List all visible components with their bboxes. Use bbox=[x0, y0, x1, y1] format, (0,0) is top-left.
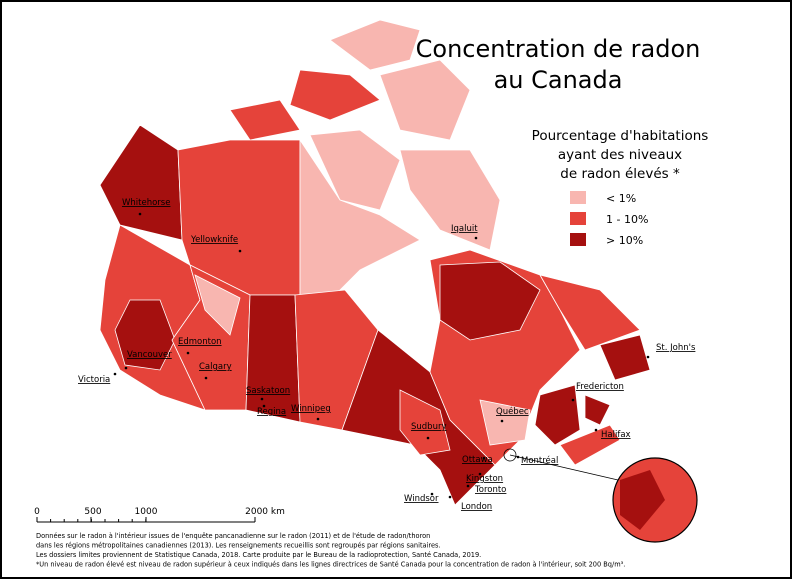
city-label: Fredericton bbox=[576, 382, 624, 392]
city-label: Windsor bbox=[404, 494, 439, 504]
city-label: Regina bbox=[257, 407, 286, 417]
island bbox=[379, 59, 471, 141]
city-label: Kingston bbox=[466, 474, 503, 484]
island bbox=[309, 129, 401, 211]
baffin bbox=[399, 149, 501, 251]
new-brunswick bbox=[534, 384, 581, 446]
legend: Pourcentage d'habitations ayant des nivea… bbox=[532, 128, 709, 247]
pei bbox=[584, 394, 611, 426]
ontario-mid bbox=[399, 389, 451, 456]
city-dot bbox=[426, 436, 430, 440]
alberta-low bbox=[194, 274, 241, 336]
city-dot bbox=[466, 484, 470, 488]
note: Les dossiers limites proviennent de Stat… bbox=[36, 551, 481, 559]
city-dot bbox=[262, 404, 266, 408]
city-dot bbox=[238, 249, 242, 253]
legend-label: < 1% bbox=[606, 192, 636, 205]
city-dot bbox=[316, 417, 320, 421]
city-label: Yellowknife bbox=[190, 235, 238, 245]
city-dot bbox=[500, 419, 504, 423]
city-label: Calgary bbox=[199, 362, 232, 372]
scale-bar: 0 500 1000 2000 km bbox=[34, 507, 285, 523]
city-label: St. John's bbox=[656, 343, 696, 353]
city-dot bbox=[260, 397, 264, 401]
city-dot bbox=[571, 398, 575, 402]
city-label: Winnipeg bbox=[291, 404, 331, 414]
city-label: Saskatoon bbox=[246, 386, 290, 396]
legend-swatch bbox=[570, 233, 586, 246]
scale-label: 500 bbox=[84, 507, 101, 517]
city-label: Sudbury bbox=[411, 422, 447, 432]
city-label: Toronto bbox=[474, 485, 506, 495]
city-label: Montréal bbox=[521, 455, 558, 466]
city-dot bbox=[204, 376, 208, 380]
city-label: Whitehorse bbox=[122, 198, 170, 208]
scale-label: 2000 km bbox=[245, 507, 285, 517]
city-dot bbox=[124, 366, 128, 370]
note: *Un niveau de radon élevé est niveau de … bbox=[36, 561, 625, 569]
city-dot bbox=[448, 495, 452, 499]
inset-high bbox=[620, 470, 665, 530]
city-dot bbox=[474, 236, 478, 240]
legend-title: de radon élevés * bbox=[560, 166, 680, 182]
city-label: Québec bbox=[496, 406, 529, 417]
inset-marker bbox=[503, 448, 517, 462]
city-label: Edmonton bbox=[178, 337, 222, 347]
city-dot bbox=[516, 455, 520, 459]
city-dot bbox=[113, 372, 117, 376]
island bbox=[229, 99, 301, 141]
city-label: London bbox=[461, 502, 492, 512]
inset-leader bbox=[509, 454, 619, 481]
nova-scotia bbox=[559, 424, 621, 466]
city-label: Ottawa bbox=[462, 455, 493, 465]
scale-label: 0 bbox=[34, 507, 40, 517]
city-dot bbox=[482, 456, 486, 460]
legend-swatch bbox=[570, 212, 586, 225]
city-dot bbox=[478, 472, 482, 476]
quebec-low bbox=[479, 399, 531, 446]
title: au Canada bbox=[494, 66, 623, 94]
legend-title: Pourcentage d'habitations bbox=[532, 128, 709, 144]
city-labels: Whitehorse Yellowknife Iqaluit Edmonton Calg… bbox=[78, 198, 696, 512]
note: Données sur le radon à l'intérieur issue… bbox=[36, 532, 430, 540]
island bbox=[289, 69, 381, 121]
legend-swatch bbox=[570, 191, 586, 204]
legend-title: ayant des niveaux bbox=[558, 147, 682, 163]
legend-label: > 10% bbox=[606, 234, 643, 247]
city-dot bbox=[430, 492, 434, 496]
note: dans les régions métropolitaines canadie… bbox=[36, 542, 441, 550]
notes: Données sur le radon à l'intérieur issue… bbox=[36, 532, 625, 569]
city-label: Halifax bbox=[601, 430, 631, 440]
city-dot bbox=[186, 351, 190, 355]
bc-high bbox=[114, 299, 176, 371]
island bbox=[329, 19, 421, 71]
city-label: Iqaluit bbox=[451, 224, 478, 234]
city-label: Vancouver bbox=[127, 350, 172, 360]
labrador bbox=[539, 274, 641, 351]
saskatchewan bbox=[245, 294, 301, 423]
city-label: Victoria bbox=[78, 375, 110, 385]
scale-label: 1000 bbox=[135, 507, 158, 517]
city-dot bbox=[594, 428, 598, 432]
provinces bbox=[99, 19, 651, 506]
legend-label: 1 - 10% bbox=[606, 213, 648, 226]
newfoundland bbox=[599, 334, 651, 381]
title: Concentration de radon bbox=[416, 35, 701, 63]
quebec-north bbox=[439, 261, 541, 341]
city-dot bbox=[138, 212, 142, 216]
city-dot bbox=[646, 355, 650, 359]
